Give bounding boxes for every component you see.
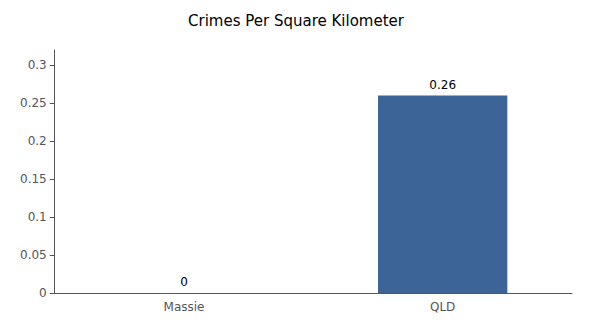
svg-text:0.1: 0.1 [28,210,47,224]
svg-text:0: 0 [180,275,188,289]
svg-text:QLD: QLD [430,300,455,314]
svg-text:0.2: 0.2 [28,134,47,148]
svg-text:0.26: 0.26 [429,78,456,92]
svg-text:Massie: Massie [164,300,205,314]
svg-text:0.05: 0.05 [20,248,47,262]
svg-text:0.3: 0.3 [28,58,47,72]
svg-text:0.25: 0.25 [20,96,47,110]
svg-text:0.15: 0.15 [20,172,47,186]
svg-text:Crimes Per Square Kilometer: Crimes Per Square Kilometer [188,12,405,30]
svg-text:0: 0 [39,286,47,300]
